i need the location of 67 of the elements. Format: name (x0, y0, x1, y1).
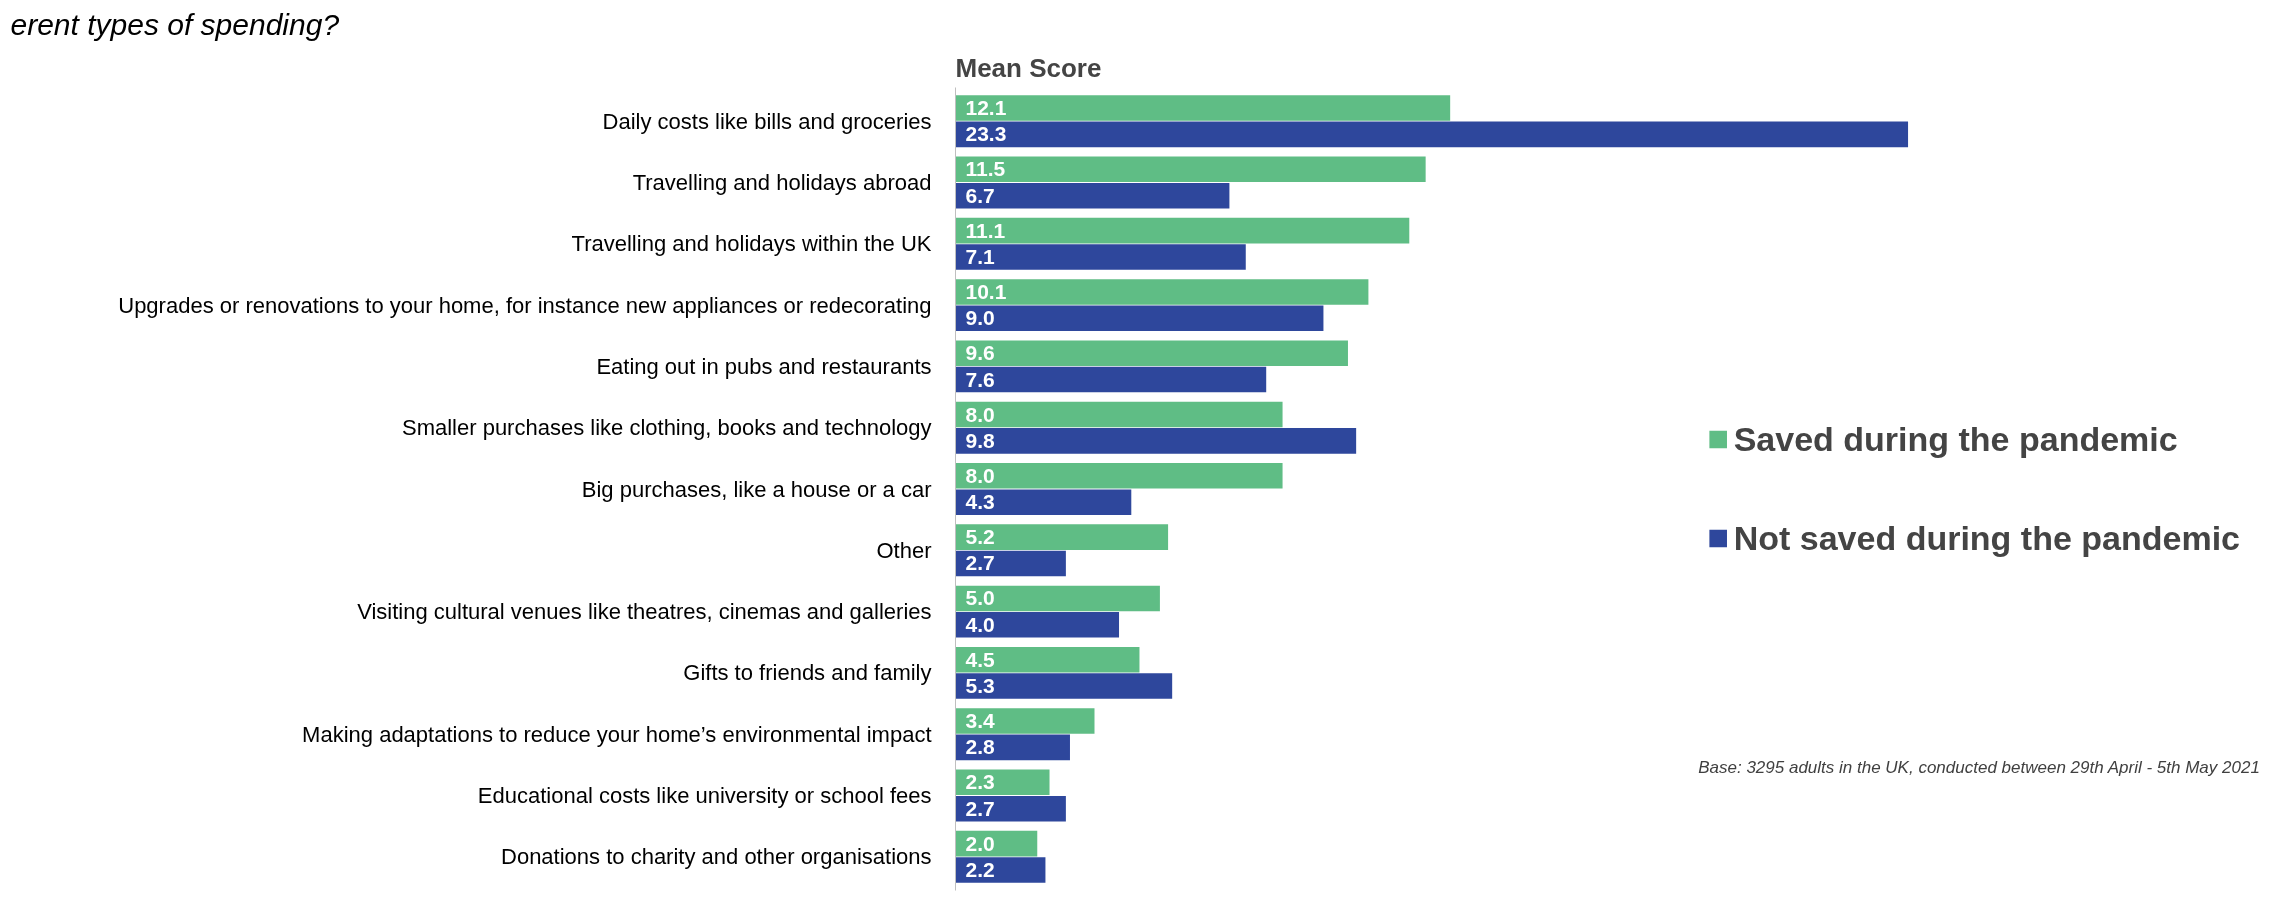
data-label: 23.3 (965, 122, 1007, 146)
bar (955, 463, 1283, 489)
y-tick-label: Donations to charity and other organisations (501, 844, 932, 870)
data-label: 9.6 (965, 341, 995, 365)
bar (955, 708, 1095, 734)
data-label: 9.8 (965, 428, 996, 452)
legend-label: Not saved during the pandemic (1733, 518, 2240, 558)
data-label: 7.1 (965, 244, 996, 268)
bar (955, 524, 1169, 550)
bar (955, 428, 1357, 454)
y-tick-label: Eating out in pubs and restaurants (596, 353, 932, 379)
data-label: 4.3 (965, 490, 995, 514)
data-label: 10.1 (965, 279, 1007, 303)
data-label: 9.0 (965, 306, 995, 330)
y-tick-label: Other (876, 537, 932, 563)
bar (955, 217, 1410, 244)
data-label: 3.4 (965, 709, 996, 733)
bar (955, 366, 1267, 393)
bar (955, 795, 1066, 822)
data-label: 4.5 (965, 647, 996, 671)
bar (955, 489, 1132, 515)
data-label: 2.7 (965, 796, 995, 820)
y-tick-label: Daily costs like bills and groceries (602, 108, 932, 134)
bar (955, 244, 1246, 270)
bar (955, 121, 1909, 148)
annotation: Base: 3295 adults in the UK, conducted between 29th April - 5th May 2021 (1698, 758, 2260, 778)
bar (955, 611, 1120, 638)
data-label: 2.7 (965, 551, 995, 575)
bar (955, 550, 1066, 577)
y-tick-label: Upgrades or renovations to your home, for instance new appliances or redecorating (118, 292, 932, 318)
data-label: 2.3 (965, 770, 995, 794)
data-label: 8.0 (965, 402, 995, 426)
data-label: 7.6 (965, 367, 995, 391)
bar (955, 305, 1324, 332)
x-axis-title: Mean Score (955, 52, 1102, 83)
y-tick-label: Travelling and holidays within the UK (571, 231, 932, 257)
data-label: 5.2 (965, 525, 995, 549)
bar (955, 156, 1426, 183)
data-label: 2.2 (965, 857, 995, 881)
data-label: 5.3 (965, 674, 995, 698)
data-label: 8.0 (965, 463, 995, 487)
y-tick-label: Making adaptations to reduce your home’s environmental impact (302, 721, 932, 747)
data-label: 11.5 (965, 157, 1006, 181)
data-label: 4.0 (965, 612, 995, 636)
bar (955, 585, 1160, 612)
bar (955, 95, 1451, 121)
data-label: 5.0 (965, 586, 995, 610)
data-label: 2.0 (965, 831, 995, 855)
bar (955, 182, 1230, 209)
y-tick-label: Gifts to friends and family (683, 660, 932, 686)
bar (955, 673, 1173, 699)
y-tick-label: Big purchases, like a house or a car (581, 476, 932, 502)
data-label: 2.8 (965, 735, 996, 759)
data-label: 6.7 (965, 183, 995, 207)
legend-label: Saved during the pandemic (1733, 419, 2178, 459)
bar (955, 401, 1283, 428)
text: erent types of spending? (10, 7, 340, 41)
data-label: 11.1 (965, 218, 1006, 242)
y-tick-label: Smaller purchases like clothing, books and technology (401, 415, 932, 441)
data-label: 12.1 (965, 96, 1007, 120)
bar (955, 279, 1369, 305)
y-tick-label: Visiting cultural venues like theatres, cinemas and galleries (357, 599, 932, 625)
bar (955, 646, 1140, 673)
y-tick-label: Educational costs like university or school fees (477, 782, 932, 808)
bar (955, 340, 1348, 367)
y-tick-label: Travelling and holidays abroad (632, 170, 932, 196)
bar (955, 857, 1046, 883)
